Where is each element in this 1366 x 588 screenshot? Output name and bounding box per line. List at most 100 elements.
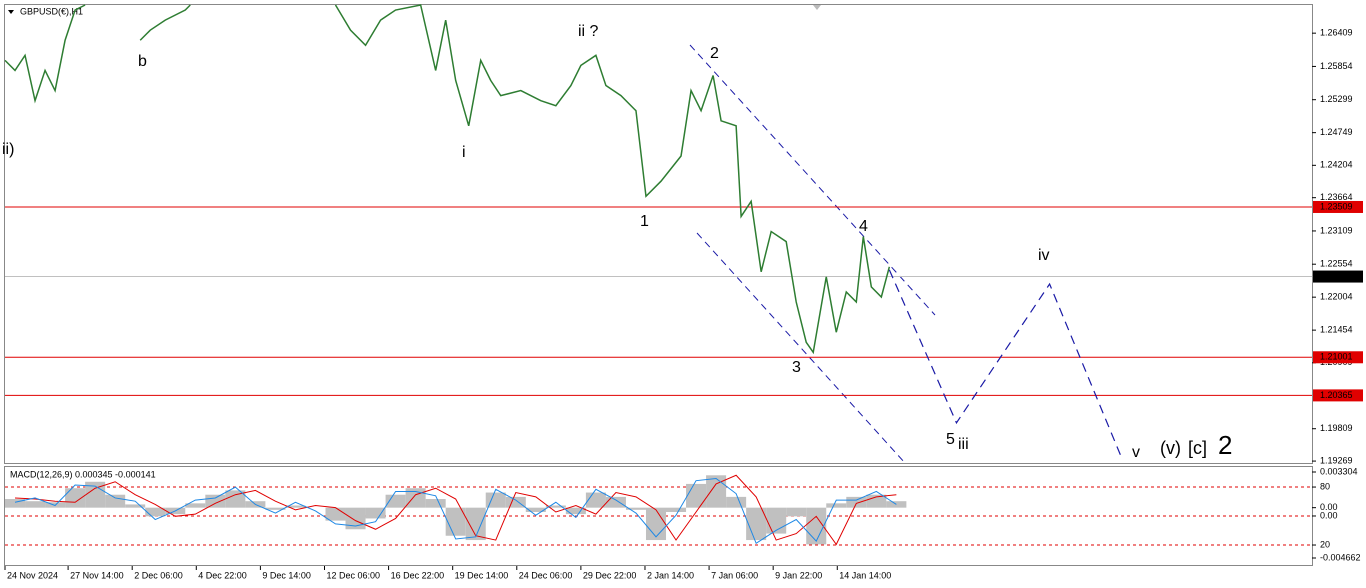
wave-label: ii) [2,141,14,158]
x-tick-label: 12 Dec 06:00 [326,570,380,580]
y-tick-label: -0.004662 [1320,552,1361,562]
y-tick-label: 1.21454 [1320,325,1353,335]
wave-label: iv [1038,247,1050,264]
y-tick-label: 1.26409 [1320,28,1353,38]
wave-label: 1 [640,213,649,230]
x-tick-label: 27 Nov 14:00 [70,570,124,580]
level-label: 1.23509 [1320,201,1353,211]
y-tick-label: 1.22004 [1320,292,1353,302]
wave-label: (v) [1160,438,1181,458]
histogram-bar [85,481,106,508]
wave-label: i [462,144,466,161]
channel-line [689,44,936,316]
y-tick-label: 1.24204 [1320,160,1353,170]
wave-label: b [138,53,147,70]
wave-label: v [1132,444,1140,461]
level-box [1313,200,1363,213]
wave-label: 3 [792,359,801,376]
y-tick-label: 1.25299 [1320,94,1353,104]
histogram-bar [285,505,306,508]
y-tick-label: 1.24749 [1320,127,1353,137]
macd-title: MACD(12,26,9) 0.000345 -0.000141 [10,469,156,479]
y-tick-label: 1.23664 [1320,192,1353,202]
x-tick-label: 16 Dec 22:00 [391,570,445,580]
level-label: 1.20365 [1320,390,1353,400]
histogram-bar [385,494,406,508]
channel-line [696,232,906,464]
histogram-bar [465,507,486,541]
histogram-bar [485,492,506,508]
x-tick-label: 14 Jan 14:00 [839,570,891,580]
histogram-bar [525,507,546,512]
level-label: 1.21001 [1320,352,1353,362]
x-tick-label: 7 Jan 06:00 [711,570,758,580]
histogram-bar [365,507,386,519]
wave-label: 2 [710,45,719,62]
main-frame [4,4,1313,464]
histogram-bar [545,505,566,508]
histogram-bar [225,490,246,508]
histogram-bar [826,503,847,508]
histogram-bar [325,507,346,521]
x-tick-label: 29 Dec 22:00 [583,570,637,580]
price-line [888,269,1123,459]
wave-label: iii [958,436,969,453]
histogram-bar [686,483,707,508]
histogram-bar [726,496,747,508]
wave-label: ii ? [578,23,599,40]
histogram-bar [846,496,867,508]
wave-label: 5 [946,431,955,448]
current-label: 1.22348 [1320,271,1353,281]
histogram-bar [645,507,667,541]
histogram-bar [145,507,166,517]
wave-label: 2 [1218,430,1232,460]
histogram-bar [205,494,226,508]
histogram-bar [65,488,86,508]
menu-arrow [8,10,14,14]
histogram-bar [766,507,787,534]
wave-label: 4 [859,218,868,235]
histogram-bar [625,507,646,510]
histogram-bar [585,492,606,508]
y-tick-label: 80 [1320,481,1330,491]
x-tick-label: 9 Dec 14:00 [262,570,311,580]
y-tick-label: 1.19269 [1320,455,1353,465]
price-line [4,4,891,355]
histogram-bar [706,475,727,508]
current-box [1313,270,1363,283]
y-tick-label: 0.003304 [1320,466,1358,476]
x-tick-label: 24 Nov 2024 [7,570,58,580]
price-line [14,478,897,545]
histogram-bar [185,503,206,508]
chart-title: GBPUSD(€),H1 [20,6,83,16]
wave-label: [c] [1188,438,1207,458]
histogram-bar [105,494,126,508]
histogram-bar [565,507,586,515]
x-tick-label: 24 Dec 06:00 [519,570,573,580]
y-tick-label: 0.00 [1320,510,1338,520]
x-tick-label: 19 Dec 14:00 [455,570,509,580]
histogram-bar [666,507,687,512]
x-tick-label: 2 Jan 14:00 [647,570,694,580]
y-tick-label: 1.19809 [1320,423,1353,433]
y-tick-label: 1.22554 [1320,259,1353,269]
y-tick-label: 1.23109 [1320,225,1353,235]
histogram-bar [425,499,446,508]
histogram-bar [345,507,366,530]
x-tick-label: 4 Dec 22:00 [198,570,247,580]
y-tick-label: 20 [1320,539,1330,549]
shift-marker [813,5,821,10]
histogram-bar [605,496,626,508]
histogram-bar [5,499,26,508]
level-box [1313,351,1363,364]
x-tick-label: 9 Jan 22:00 [775,570,822,580]
histogram-bar [866,494,887,508]
histogram-bar [505,496,526,508]
x-tick-label: 2 Dec 06:00 [134,570,183,580]
y-tick-label: 0.00 [1320,502,1338,512]
histogram-bar [786,507,807,517]
histogram-bar [265,507,286,510]
histogram-bar [125,504,146,508]
